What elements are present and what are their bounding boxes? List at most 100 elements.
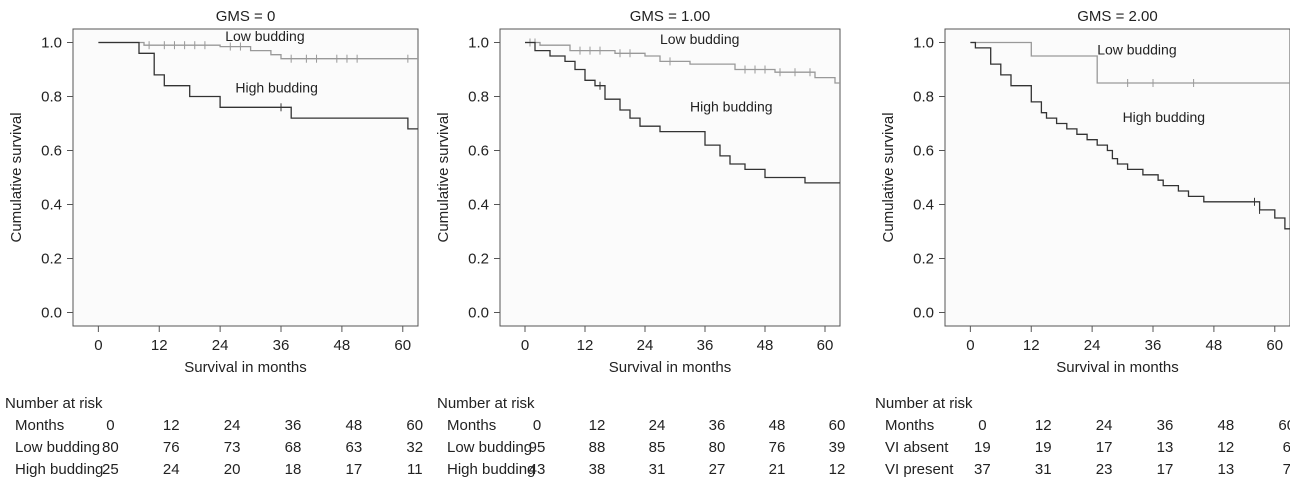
y-tick-label: 0.6 [41,143,62,160]
km-panel-1: GMS = 0 0.0 0.2 0.4 0.6 0.8 1.0 0 12 24 36 48 60 Surv… [0,0,430,492]
risk-cell: 27 [708,461,726,478]
risk-table: Number at risk Months 0 12 24 36 48 60 Low buddi… [432,395,862,490]
risk-cell: 18 [284,461,302,478]
series-label: High budding [1123,109,1206,125]
risk-cell: 24 [648,417,666,434]
series-label: Low budding [1097,42,1176,58]
risk-cell: 24 [1095,417,1113,434]
risk-cell: 76 [768,439,786,456]
y-tick-label: 1.0 [913,35,934,52]
risk-row: VI present 37 31 23 17 13 7 [870,461,1290,483]
risk-row-label: Months [885,417,935,434]
x-tick-label: 60 [394,337,411,354]
risk-cell: 17 [1156,461,1174,478]
risk-cell: 12 [1034,417,1052,434]
risk-cell: 36 [708,417,726,434]
risk-row: Months 0 12 24 36 48 60 [432,417,862,439]
risk-cell: 12 [588,417,606,434]
series-label: Low budding [660,31,739,47]
risk-cell: 13 [1217,461,1235,478]
risk-cell: 0 [978,417,987,434]
risk-cell: 88 [588,439,606,456]
risk-cell: 12 [162,417,180,434]
risk-cell: 60 [828,417,846,434]
x-tick-label: 48 [334,337,351,354]
x-axis-label: Survival in months [184,359,307,376]
risk-cell: 48 [1217,417,1235,434]
plot-frame [72,28,419,327]
risk-row: High budding 43 38 31 27 21 12 [432,461,862,483]
risk-cell: 12 [1217,439,1235,456]
series-label: Low budding [225,28,304,44]
risk-cell: 25 [102,461,119,478]
series-label: High budding [690,98,773,114]
x-tick-label: 48 [1206,337,1223,354]
x-tick-label: 24 [1084,337,1101,354]
y-axis-label: Cumulative survival [880,112,897,242]
x-tick-label: 0 [94,337,102,354]
y-tick-label: 0.8 [41,89,62,106]
risk-cell: 17 [345,461,363,478]
y-tick-label: 0.2 [41,251,62,268]
km-chart-2: GMS = 1.00 0.0 0.2 0.4 0.6 0.8 1.0 0 12 24 36 48 60 S… [435,8,841,376]
y-tick-label: 1.0 [41,35,62,52]
survival-curve-low [525,41,840,84]
risk-table: Number at risk Months 0 12 24 36 48 60 Low buddi… [0,395,430,490]
risk-table-title: Number at risk [875,395,973,412]
y-tick-label: 0.6 [913,143,934,160]
risk-table-title: Number at risk [5,395,103,412]
risk-cell: 73 [223,439,241,456]
risk-cell: 7 [1282,461,1290,478]
y-tick-label: 0.0 [41,305,62,322]
risk-cell: 20 [223,461,241,478]
risk-cell: 24 [162,461,180,478]
y-tick-label: 0.2 [913,251,934,268]
risk-row: VI absent 19 19 17 13 12 6 [870,439,1290,461]
risk-cell: 24 [223,417,241,434]
survival-curve-low [970,41,1290,84]
risk-cell: 48 [345,417,363,434]
x-tick-label: 12 [151,337,168,354]
risk-row-label: Months [447,417,497,434]
survival-curve-high [98,41,418,130]
y-tick-label: 0.4 [41,197,62,214]
x-axis-label: Survival in months [609,359,732,376]
risk-row-label: High budding [447,461,536,478]
risk-cell: 32 [406,439,424,456]
risk-cell: 37 [974,461,991,478]
risk-row: Low budding 80 76 73 68 63 32 [0,439,430,461]
x-axis-label: Survival in months [1056,359,1179,376]
risk-row-label: High budding [15,461,104,478]
risk-cell: 36 [1156,417,1174,434]
survival-curve-high [970,41,1290,230]
risk-row-label: VI present [885,461,954,478]
risk-cell: 48 [768,417,786,434]
y-tick-label: 0.4 [468,197,489,214]
risk-cell: 12 [828,461,846,478]
risk-cell: 19 [974,439,991,456]
survival-curve-high [525,41,840,184]
risk-cell: 60 [1278,417,1290,434]
risk-table-title: Number at risk [437,395,535,412]
km-panel-3: GMS = 2.00 0.0 0.2 0.4 0.6 0.8 1.0 0 12 24 36 48 60 S… [870,0,1290,492]
y-tick-label: 0.8 [913,89,934,106]
risk-cell: 39 [828,439,846,456]
risk-cell: 95 [528,439,546,456]
risk-row-label: Low budding [447,439,533,456]
risk-row-label: Low budding [15,439,101,456]
risk-cell: 43 [528,461,546,478]
x-tick-label: 24 [637,337,654,354]
risk-cell: 11 [406,461,423,478]
risk-cell: 68 [284,439,302,456]
risk-row-label: VI absent [885,439,949,456]
risk-cell: 13 [1156,439,1174,456]
risk-cell: 0 [106,417,115,434]
x-tick-label: 60 [1266,337,1283,354]
risk-cell: 19 [1034,439,1052,456]
risk-cell: 60 [406,417,424,434]
x-tick-label: 36 [273,337,290,354]
y-tick-label: 0.6 [468,143,489,160]
chart-title: GMS = 2.00 [1077,8,1157,25]
y-axis-label: Cumulative survival [8,112,25,242]
